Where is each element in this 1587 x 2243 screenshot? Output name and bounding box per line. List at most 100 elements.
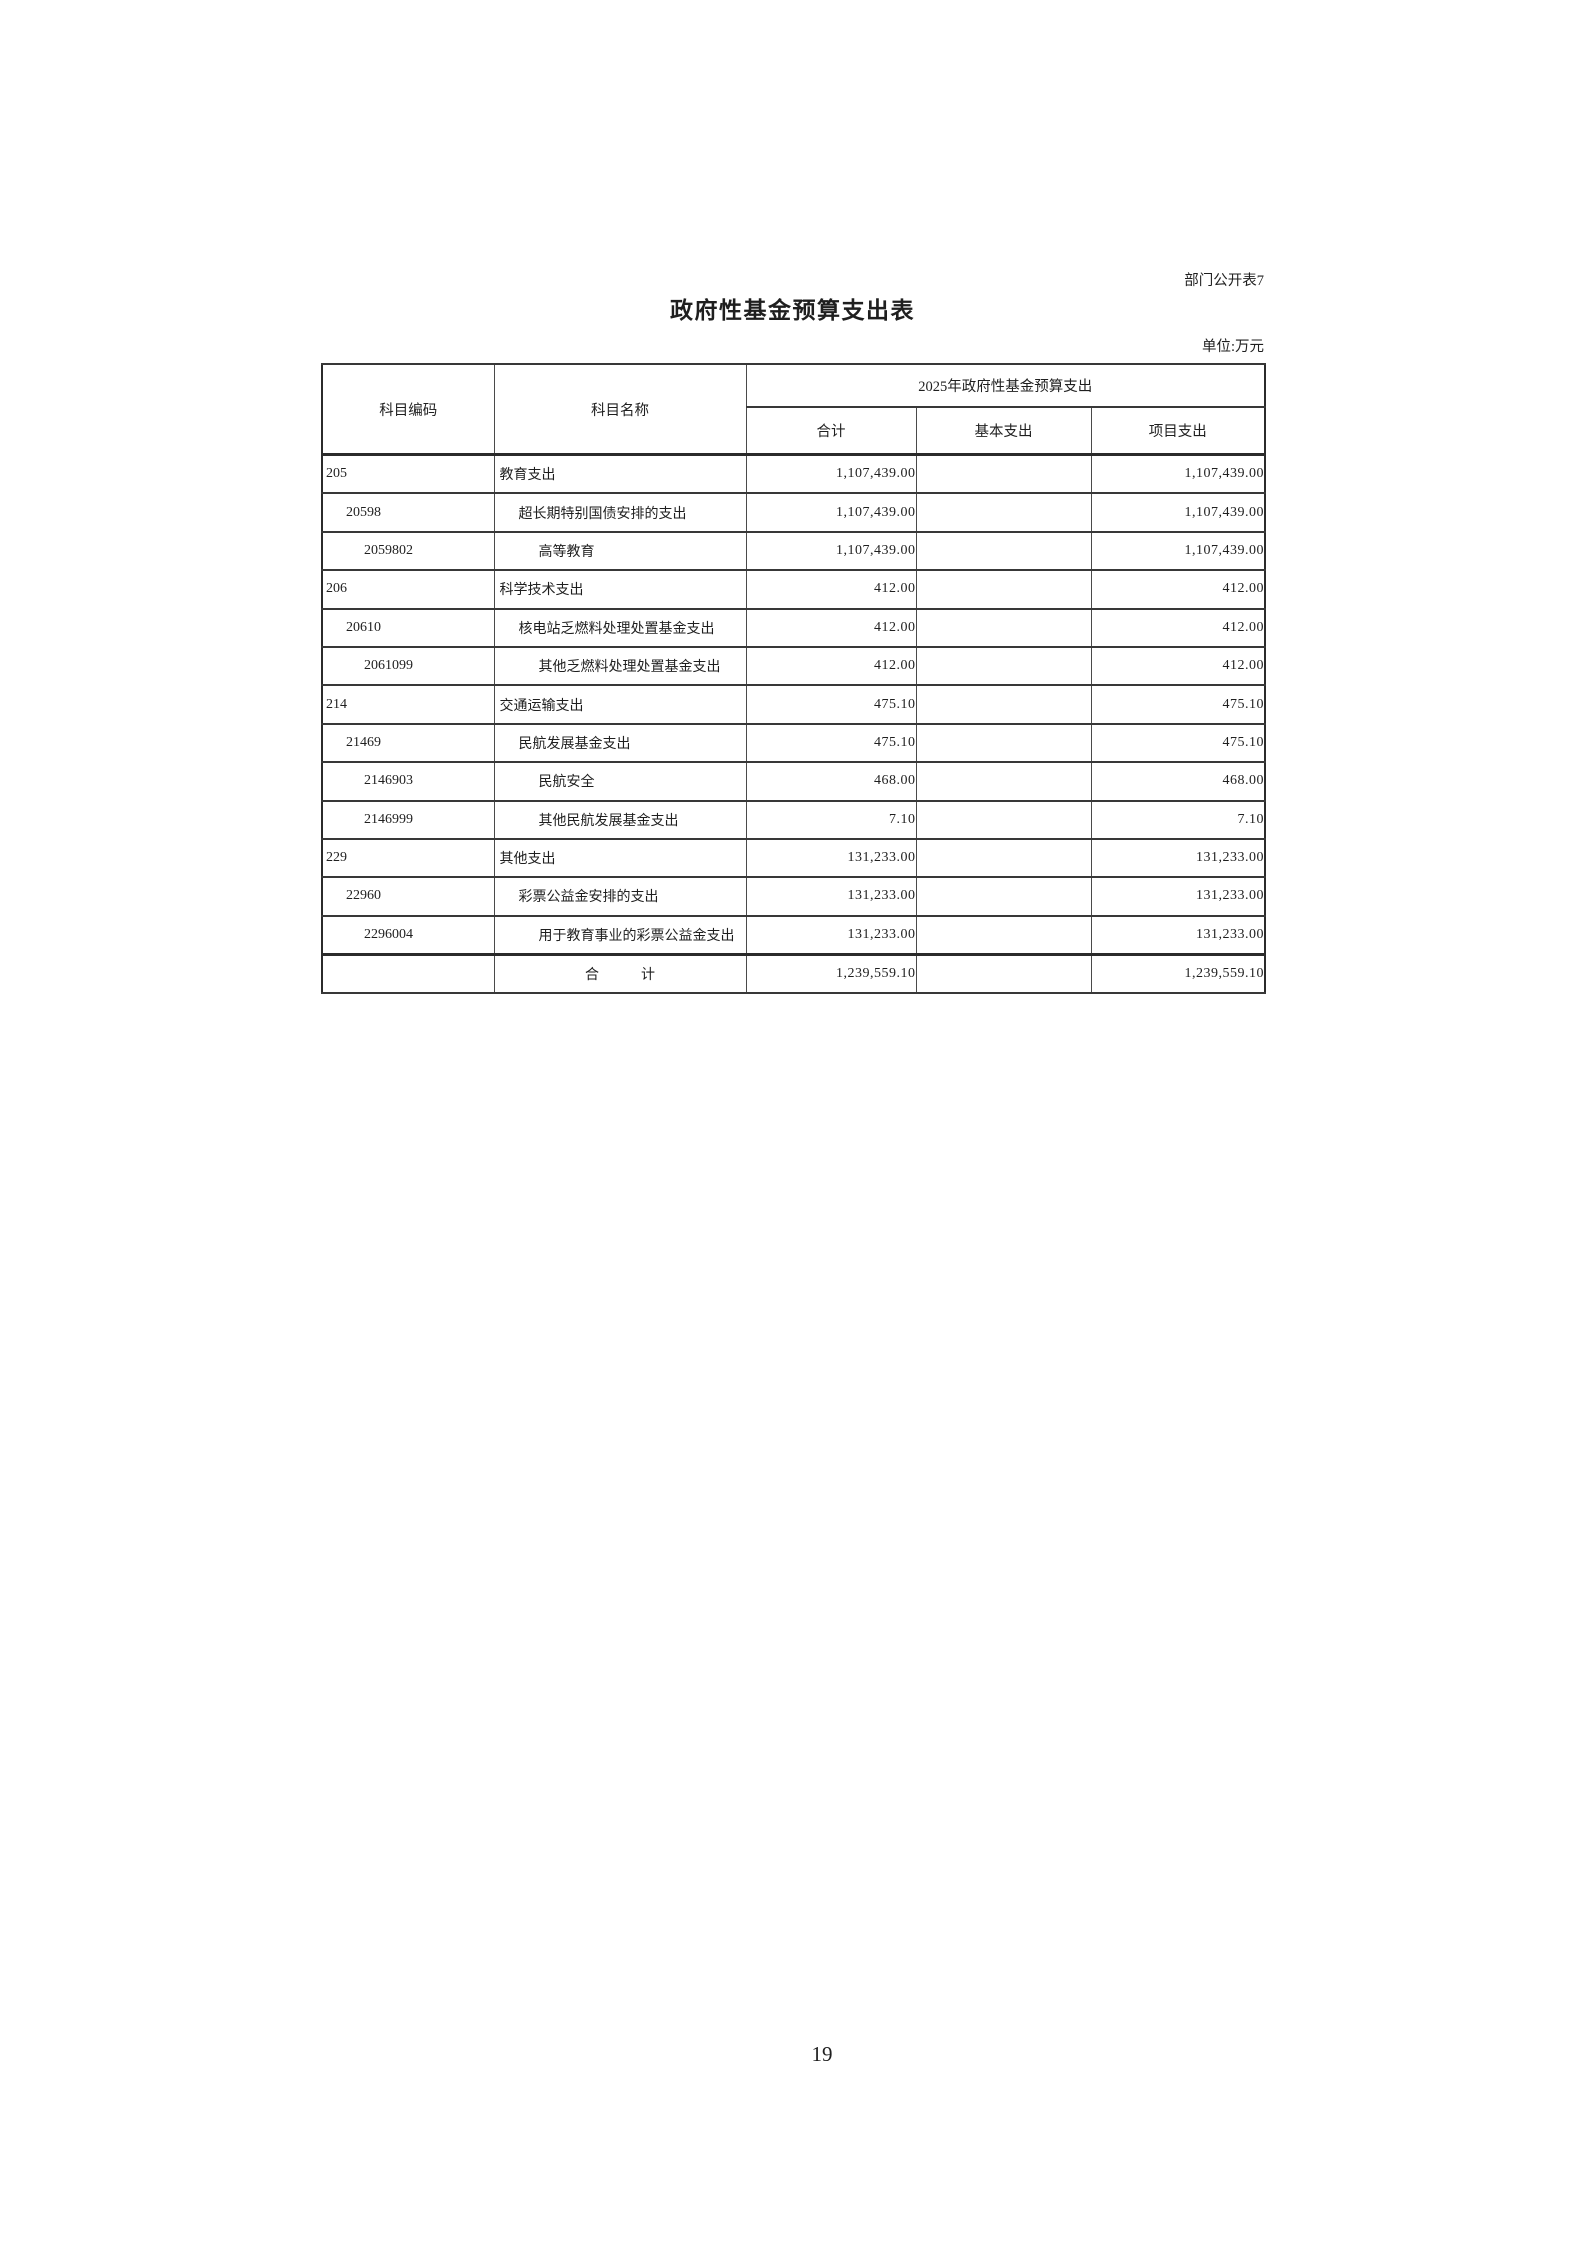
table-header: 科目编码 科目名称 2025年政府性基金预算支出 合计 基本支出 项目支出 [321, 363, 1266, 456]
project-cell: 475.10 [1090, 684, 1266, 725]
basic-cell [915, 453, 1092, 495]
table-row: 2059802 高等教育 1,107,439.00 1,107,439.00 [321, 530, 1266, 572]
name-cell: 用于教育事业的彩票公益金支出 [493, 914, 747, 956]
total-cell: 475.10 [745, 684, 917, 725]
table-row: 20598 超长期特别国债安排的支出 1,107,439.00 1,107,439.0… [321, 492, 1266, 533]
project-cell: 468.00 [1090, 761, 1266, 802]
page-title: 政府性基金预算支出表 [670, 297, 915, 323]
project-cell: 7.10 [1090, 799, 1266, 840]
name-cell: 高等教育 [493, 530, 747, 572]
code-cell: 2296004 [321, 914, 495, 956]
project-cell: 1,107,439.00 [1090, 492, 1266, 533]
name-cell: 其他民航发展基金支出 [493, 799, 747, 840]
col-header-total: 合计 [745, 406, 917, 456]
name-cell: 其他乏燃料处理处置基金支出 [493, 645, 747, 687]
total-cell: 1,239,559.10 [745, 953, 917, 995]
project-cell: 412.00 [1090, 607, 1266, 648]
table-row: 205 教育支出 1,107,439.00 1,107,439.00 [321, 453, 1266, 495]
code-cell: 21469 [321, 722, 495, 764]
project-cell: 1,107,439.00 [1090, 453, 1266, 495]
project-cell: 131,233.00 [1090, 914, 1266, 956]
code-cell: 229 [321, 837, 495, 879]
table-row: 2146903 民航安全 468.00 468.00 [321, 761, 1266, 802]
name-cell: 教育支出 [493, 453, 747, 495]
basic-cell [915, 530, 1092, 572]
unit-note: 单位:万元 [1201, 339, 1264, 355]
table-row: 2061099 其他乏燃料处理处置基金支出 412.00 412.00 [321, 645, 1266, 687]
total-cell: 7.10 [745, 799, 917, 840]
header-row-1: 科目编码 科目名称 2025年政府性基金预算支出 [321, 363, 1266, 456]
name-cell: 合 计 [493, 953, 747, 995]
name-cell: 交通运输支出 [493, 684, 747, 725]
table-row: 229 其他支出 131,233.00 131,233.00 [321, 837, 1266, 879]
basic-cell [915, 684, 1092, 725]
total-cell: 1,107,439.00 [745, 530, 917, 572]
page-number: 19 [811, 2042, 833, 2066]
name-cell: 超长期特别国债安排的支出 [493, 492, 747, 533]
col-header-group: 2025年政府性基金预算支出 [745, 363, 1266, 408]
table-row: 22960 彩票公益金安排的支出 131,233.00 131,233.00 [321, 876, 1266, 917]
name-cell: 民航安全 [493, 761, 747, 802]
code-cell: 214 [321, 684, 495, 725]
code-cell: 20610 [321, 607, 495, 648]
name-cell: 其他支出 [493, 837, 747, 879]
total-cell: 131,233.00 [745, 876, 917, 917]
basic-cell [915, 953, 1092, 995]
header-row-2: 合计 基本支出 项目支出 [322, 406, 1266, 456]
name-cell: 彩票公益金安排的支出 [493, 876, 747, 917]
code-cell: 2146903 [321, 761, 495, 802]
basic-cell [915, 645, 1092, 687]
basic-cell [915, 492, 1092, 533]
project-cell: 412.00 [1090, 569, 1266, 610]
col-header-name: 科目名称 [493, 363, 747, 456]
table-total-row: 合 计 1,239,559.10 1,239,559.10 [321, 953, 1266, 995]
col-header-basic: 基本支出 [915, 406, 1092, 456]
budget-table: 科目编码 科目名称 2025年政府性基金预算支出 合计 基本支出 项目支出 20… [321, 363, 1266, 995]
total-cell: 412.00 [745, 645, 917, 687]
basic-cell [915, 876, 1092, 917]
project-cell: 1,239,559.10 [1090, 953, 1266, 995]
col-header-code: 科目编码 [321, 363, 495, 456]
table-row: 2146999 其他民航发展基金支出 7.10 7.10 [321, 799, 1266, 840]
name-cell: 科学技术支出 [493, 569, 747, 610]
project-cell: 1,107,439.00 [1090, 530, 1266, 572]
total-cell: 412.00 [745, 607, 917, 648]
code-cell: 206 [321, 569, 495, 610]
code-cell: 22960 [321, 876, 495, 917]
total-cell: 1,107,439.00 [745, 453, 917, 495]
code-cell: 2059802 [321, 530, 495, 572]
name-cell: 民航发展基金支出 [493, 722, 747, 764]
table-body: 205 教育支出 1,107,439.00 1,107,439.00 20598 超长期特… [321, 453, 1266, 995]
project-cell: 412.00 [1090, 645, 1266, 687]
total-cell: 1,107,439.00 [745, 492, 917, 533]
table-row: 206 科学技术支出 412.00 412.00 [321, 569, 1266, 610]
doc-label: 部门公开表7 [1184, 273, 1264, 289]
project-cell: 475.10 [1090, 722, 1266, 764]
basic-cell [915, 761, 1092, 802]
table-row: 20610 核电站乏燃料处理处置基金支出 412.00 412.00 [321, 607, 1266, 648]
basic-cell [915, 569, 1092, 610]
total-cell: 131,233.00 [745, 837, 917, 879]
code-cell: 2061099 [321, 645, 495, 687]
basic-cell [915, 722, 1092, 764]
col-header-project: 项目支出 [1090, 406, 1266, 456]
table-row: 21469 民航发展基金支出 475.10 475.10 [321, 722, 1266, 764]
total-cell: 131,233.00 [745, 914, 917, 956]
code-cell: 205 [321, 453, 495, 495]
basic-cell [915, 914, 1092, 956]
basic-cell [915, 607, 1092, 648]
code-cell [321, 953, 495, 995]
basic-cell [915, 799, 1092, 840]
total-cell: 412.00 [745, 569, 917, 610]
code-cell: 2146999 [321, 799, 495, 840]
basic-cell [915, 837, 1092, 879]
code-cell: 20598 [321, 492, 495, 533]
table-row: 2296004 用于教育事业的彩票公益金支出 131,233.00 131,233.0… [321, 914, 1266, 956]
name-cell: 核电站乏燃料处理处置基金支出 [493, 607, 747, 648]
project-cell: 131,233.00 [1090, 837, 1266, 879]
project-cell: 131,233.00 [1090, 876, 1266, 917]
total-cell: 468.00 [745, 761, 917, 802]
total-cell: 475.10 [745, 722, 917, 764]
table-row: 214 交通运输支出 475.10 475.10 [321, 684, 1266, 725]
